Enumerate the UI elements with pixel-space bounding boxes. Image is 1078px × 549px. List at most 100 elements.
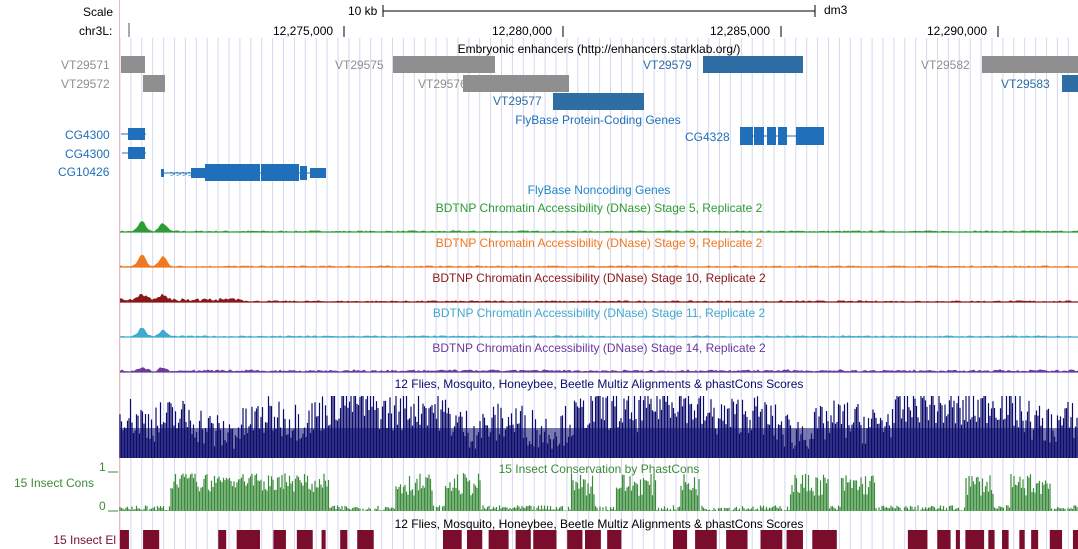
conserved-element xyxy=(466,530,483,549)
gene-label[interactable]: CG4300 xyxy=(65,147,110,161)
dnase-signal xyxy=(120,327,1078,337)
track-title-protein-genes[interactable]: FlyBase Protein-Coding Genes xyxy=(515,113,681,127)
conserved-element xyxy=(585,530,601,549)
enhancer-label[interactable]: VT29579 xyxy=(643,58,692,72)
gene-exon xyxy=(205,164,260,181)
scale-label: Scale xyxy=(83,5,114,19)
conserved-element xyxy=(533,530,557,549)
gene-label[interactable]: CG10426 xyxy=(58,165,110,179)
enhancer-label[interactable]: VT29571 xyxy=(61,58,110,72)
gene-exon xyxy=(300,166,307,180)
strand-arrow: > xyxy=(182,169,187,179)
strand-arrow: > xyxy=(170,169,175,179)
conserved-element xyxy=(786,530,803,549)
conserved-element xyxy=(488,530,509,549)
assembly-label: dm3 xyxy=(824,3,848,17)
conserved-element xyxy=(143,530,160,549)
conserved-element xyxy=(726,530,748,549)
gene-label[interactable]: CG4300 xyxy=(65,128,110,142)
dnase-signal xyxy=(120,293,1078,302)
conserved-element xyxy=(1031,530,1039,549)
conserved-element xyxy=(515,530,531,549)
ruler-position: 12,275,000 xyxy=(273,24,334,38)
chrom-label: chr3L: xyxy=(79,24,113,38)
enhancer-box xyxy=(393,56,495,73)
gene-exon xyxy=(261,164,299,181)
track-title-dnase-stage10[interactable]: BDTNP Chromatin Accessibility (DNase) St… xyxy=(432,271,766,285)
enhancer-box xyxy=(982,56,1078,73)
dnase-signal xyxy=(120,220,1078,232)
gene-exon xyxy=(754,127,764,145)
conserved-element xyxy=(1002,530,1009,549)
conserved-element xyxy=(442,530,462,549)
gene-exon xyxy=(128,147,145,159)
enhancer-box xyxy=(463,75,569,92)
scale-bar-label: 10 kb xyxy=(348,4,378,18)
track-title-noncoding[interactable]: FlyBase Noncoding Genes xyxy=(527,183,671,197)
track-title-dnase-stage9[interactable]: BDTNP Chromatin Accessibility (DNase) St… xyxy=(435,236,763,250)
side-label-cons[interactable]: 15 Insect Cons xyxy=(13,476,94,490)
ruler-position: 12,285,000 xyxy=(710,24,771,38)
conserved-element xyxy=(607,530,622,549)
conserved-element xyxy=(812,530,837,549)
conserved-element xyxy=(321,530,326,549)
conserved-element xyxy=(357,530,374,549)
gene-utr xyxy=(310,168,326,178)
track-title-multiz[interactable]: 12 Flies, Mosquito, Honeybee, Beetle Mul… xyxy=(394,377,804,391)
dnase-signal xyxy=(120,254,1078,267)
conserved-element xyxy=(236,530,260,549)
cons-tick-top: 1 xyxy=(99,460,106,474)
side-label-elements[interactable]: 15 Insect El xyxy=(53,533,116,547)
conserved-element xyxy=(567,530,583,549)
track-title-dnase-stage14[interactable]: BDTNP Chromatin Accessibility (DNase) St… xyxy=(432,341,766,355)
enhancer-box xyxy=(121,56,145,73)
conserved-element xyxy=(955,530,960,549)
conserved-element xyxy=(1072,530,1078,549)
gene-exon xyxy=(778,127,787,145)
conserved-element xyxy=(988,530,995,549)
conserved-element xyxy=(340,530,348,549)
enhancer-label[interactable]: VT29582 xyxy=(921,58,970,72)
track-title-dnase-stage11[interactable]: BDTNP Chromatin Accessibility (DNase) St… xyxy=(432,306,766,320)
conserved-element xyxy=(937,530,951,549)
enhancer-label[interactable]: VT29575 xyxy=(335,58,384,72)
ruler-position: 12,280,000 xyxy=(492,24,553,38)
strand-arrow: > xyxy=(188,169,193,179)
enhancer-box xyxy=(143,75,165,92)
conserved-element xyxy=(672,530,688,549)
track-title-elements[interactable]: 12 Flies, Mosquito, Honeybee, Beetle Mul… xyxy=(394,517,804,531)
enhancer-label[interactable]: VT29572 xyxy=(61,77,110,91)
enhancer-box xyxy=(553,93,644,110)
dnase-signal xyxy=(120,367,1078,372)
conserved-element xyxy=(120,530,129,549)
conserved-element xyxy=(965,530,985,549)
enhancer-box xyxy=(1062,75,1078,92)
ruler-position: 12,290,000 xyxy=(927,24,988,38)
strand-arrow: > xyxy=(176,169,181,179)
conserved-element xyxy=(273,530,286,549)
conserved-element xyxy=(760,530,783,549)
gene-exon xyxy=(740,127,753,145)
gene-exon xyxy=(767,127,776,145)
cons-tick-bottom: 0 xyxy=(99,499,106,513)
track-title-enhancers[interactable]: Embryonic enhancers (http://enhancers.st… xyxy=(457,42,741,56)
conserved-element xyxy=(1019,530,1025,549)
gene-utr xyxy=(191,168,205,178)
conserved-element xyxy=(218,530,227,549)
conserved-element xyxy=(907,530,928,549)
gene-utr xyxy=(161,169,164,177)
gene-exon xyxy=(796,127,824,145)
enhancer-label[interactable]: VT29577 xyxy=(493,94,542,108)
gene-exon xyxy=(128,128,145,140)
track-title-dnase-stage5[interactable]: BDTNP Chromatin Accessibility (DNase) St… xyxy=(435,201,763,215)
conserved-element xyxy=(1049,530,1063,549)
conserved-element xyxy=(296,530,313,549)
multiz-base-fill xyxy=(120,428,1078,458)
enhancer-label[interactable]: VT29576 xyxy=(418,77,467,91)
enhancer-box xyxy=(703,56,803,73)
enhancer-label[interactable]: VT29583 xyxy=(1001,77,1050,91)
gene-label[interactable]: CG4328 xyxy=(685,130,730,144)
track-title-cons[interactable]: 15 Insect Conservation by PhastCons xyxy=(498,462,700,476)
